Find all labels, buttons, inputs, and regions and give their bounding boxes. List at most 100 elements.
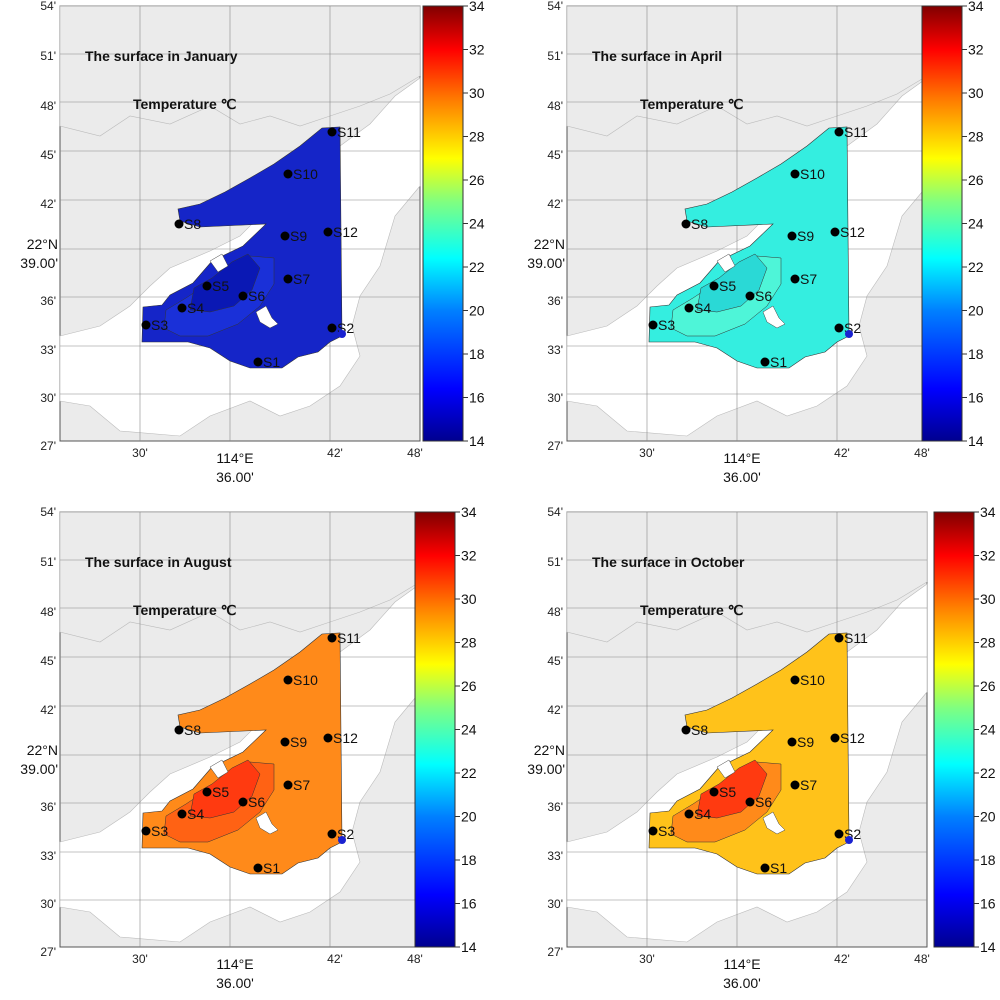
station-marker-s5 — [709, 281, 719, 291]
station-marker-s3 — [648, 320, 658, 330]
station-marker-blue — [845, 330, 853, 338]
colorbar-tick-label: 34 — [968, 0, 984, 14]
station-marker-s9 — [280, 737, 290, 747]
station-label: S3 — [658, 317, 675, 333]
station-label: S7 — [800, 271, 817, 287]
y-tick-label: 48' — [547, 605, 563, 619]
station-marker-s5 — [202, 787, 212, 797]
island — [209, 253, 229, 273]
x-tick-label: 48' — [407, 446, 423, 460]
colorbar-tick-label: 28 — [461, 635, 477, 651]
station-label: S4 — [187, 806, 204, 822]
station-label: S5 — [719, 784, 736, 800]
station-label: S1 — [770, 354, 787, 370]
station-label: S9 — [290, 228, 307, 244]
colorbar-tick-label: 22 — [469, 259, 485, 275]
station-marker-s7 — [283, 780, 293, 790]
station-label: S6 — [755, 794, 772, 810]
colorbar-tick-label: 34 — [461, 504, 477, 520]
station-marker-s2 — [327, 829, 337, 839]
colorbar-tick-label: 28 — [469, 129, 485, 145]
y-axis-label: 22°N — [534, 742, 565, 758]
y-tick-label: 48' — [40, 605, 56, 619]
y-tick-label: 54' — [40, 0, 56, 13]
station-label: S12 — [333, 730, 358, 746]
x-tick-label: 48' — [914, 952, 930, 966]
y-tick-label: 33' — [40, 849, 56, 863]
x-tick-label: 30' — [132, 952, 148, 966]
station-label: S11 — [337, 630, 361, 646]
station-label: S12 — [333, 224, 358, 240]
station-label: S9 — [797, 734, 814, 750]
station-marker-s11 — [834, 633, 844, 643]
y-tick-label: 33' — [547, 849, 563, 863]
y-tick-label: 51' — [40, 49, 56, 63]
island — [209, 759, 229, 779]
y-tick-label: 51' — [547, 49, 563, 63]
panel-title: The surface in October — [592, 554, 745, 570]
station-marker-s11 — [327, 633, 337, 643]
station-marker-s1 — [253, 357, 263, 367]
colorbar — [921, 5, 963, 442]
station-marker-s9 — [280, 231, 290, 241]
x-axis-sublabel: 36.00' — [723, 469, 761, 485]
station-label: S1 — [263, 354, 280, 370]
station-label: S12 — [840, 224, 865, 240]
y-tick-label: 54' — [40, 505, 56, 519]
y-tick-label: 45' — [547, 148, 563, 162]
island — [255, 305, 279, 329]
colorbar-tick-label: 24 — [469, 216, 485, 232]
station-marker-s6 — [745, 797, 755, 807]
station-marker-blue — [845, 836, 853, 844]
colorbar-tick-label: 18 — [461, 852, 477, 868]
station-marker-s7 — [283, 274, 293, 284]
station-marker-s4 — [684, 809, 694, 819]
station-label: S3 — [151, 317, 168, 333]
y-axis-sublabel: 39.00' — [527, 255, 565, 271]
station-marker-blue — [338, 330, 346, 338]
station-marker-s8 — [174, 219, 184, 229]
panel-subtitle: Temperature ℃ — [133, 96, 237, 112]
station-marker-s4 — [177, 809, 187, 819]
y-tick-label: 45' — [40, 148, 56, 162]
x-axis-sublabel: 36.00' — [216, 469, 254, 485]
station-label: S10 — [293, 672, 318, 688]
station-marker-s3 — [648, 826, 658, 836]
x-axis-label: 114°E — [723, 450, 760, 466]
station-marker-s2 — [834, 829, 844, 839]
station-marker-s7 — [790, 780, 800, 790]
x-tick-label: 30' — [132, 446, 148, 460]
y-tick-label: 48' — [547, 99, 563, 113]
x-axis-sublabel: 36.00' — [723, 975, 761, 991]
station-label: S7 — [293, 271, 310, 287]
panel-subtitle: Temperature ℃ — [640, 602, 744, 618]
y-tick-label: 36' — [40, 800, 56, 814]
colorbar-tick-label: 20 — [968, 303, 984, 319]
island — [255, 811, 279, 835]
colorbar-tick-label: 16 — [980, 896, 996, 912]
colorbar-tick-label: 24 — [968, 216, 984, 232]
station-marker-s11 — [327, 127, 337, 137]
colorbar-tick-label: 32 — [461, 548, 477, 564]
colorbar-tick-label: 26 — [461, 678, 477, 694]
station-marker-s4 — [177, 303, 187, 313]
station-label: S10 — [800, 166, 825, 182]
station-marker-s8 — [681, 725, 691, 735]
y-tick-label: 33' — [547, 343, 563, 357]
y-axis-label: 22°N — [27, 236, 58, 252]
station-label: S5 — [719, 278, 736, 294]
station-label: S3 — [151, 823, 168, 839]
station-label: S1 — [770, 860, 787, 876]
station-label: S7 — [293, 777, 310, 793]
station-label: S6 — [248, 288, 265, 304]
station-marker-s3 — [141, 320, 151, 330]
y-tick-label: 42' — [40, 197, 56, 211]
colorbar-tick-label: 32 — [980, 548, 996, 564]
y-tick-label: 42' — [547, 197, 563, 211]
y-tick-label: 51' — [40, 555, 56, 569]
colorbar-tick-label: 20 — [980, 809, 996, 825]
colorbar-tick-label: 34 — [469, 0, 485, 14]
y-tick-label: 51' — [547, 555, 563, 569]
